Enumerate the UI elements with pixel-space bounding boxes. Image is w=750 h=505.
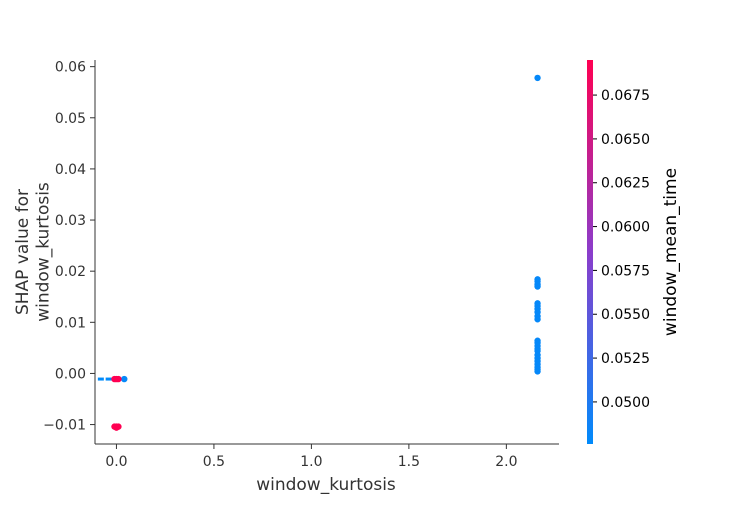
x-tick-label: 1.5: [398, 454, 420, 470]
colorbar-title: window_mean_time: [661, 168, 681, 336]
y-axis-title-line: window_kurtosis: [33, 182, 53, 322]
scatter-point: [121, 375, 128, 383]
colorbar-tick-label: 0.0625: [601, 176, 650, 192]
y-tick-label: −0.01: [43, 418, 86, 434]
colorbar-tick-label: 0.0600: [601, 220, 650, 236]
colorbar: 0.0500 0.0525 0.0550 0.0575 0.0600 0.0625 0.06…: [587, 60, 650, 444]
y-tick-label: 0.00: [55, 366, 86, 382]
x-tick-label: 0.5: [203, 454, 225, 470]
scatter-point: [534, 74, 541, 82]
scatter-point: [111, 375, 118, 383]
y-tick-label: 0.02: [55, 264, 86, 280]
colorbar-tick-label: 0.0525: [601, 351, 650, 367]
colorbar-gradient: [587, 60, 593, 444]
x-tick-label: 2.0: [495, 454, 517, 470]
y-tick-label: 0.03: [55, 213, 86, 229]
x-tick-label: 1.0: [300, 454, 322, 470]
colorbar-tick-label: 0.0650: [601, 132, 650, 148]
x-tick-label: 0.0: [105, 454, 127, 470]
y-tick-label: 0.04: [55, 162, 86, 178]
colorbar-tick-label: 0.0500: [601, 395, 650, 411]
axes-layer: 0.0 0.5 1.0 1.5 2.0 −0.01 0.00 0.01 0.02 0.03 0.04…: [43, 60, 559, 470]
scatter-point: [534, 283, 541, 290]
y-tick-label: 0.01: [55, 315, 86, 331]
y-tick-label: 0.05: [55, 111, 86, 127]
colorbar-tick-label: 0.0575: [601, 263, 650, 279]
x-axis-title: window_kurtosis: [256, 475, 396, 495]
colorbar-tick-label: 0.0550: [601, 307, 650, 323]
scatter-point: [534, 316, 541, 323]
y-axis-title-line: SHAP value for: [13, 189, 33, 315]
y-axis-title: SHAP value forwindow_kurtosis: [13, 182, 53, 322]
scatter-point: [113, 424, 120, 431]
colorbar-tick-label: 0.0675: [601, 88, 650, 104]
marks-layer: [97, 74, 541, 431]
y-tick-label: 0.06: [55, 60, 86, 76]
scatter-point: [534, 368, 541, 375]
